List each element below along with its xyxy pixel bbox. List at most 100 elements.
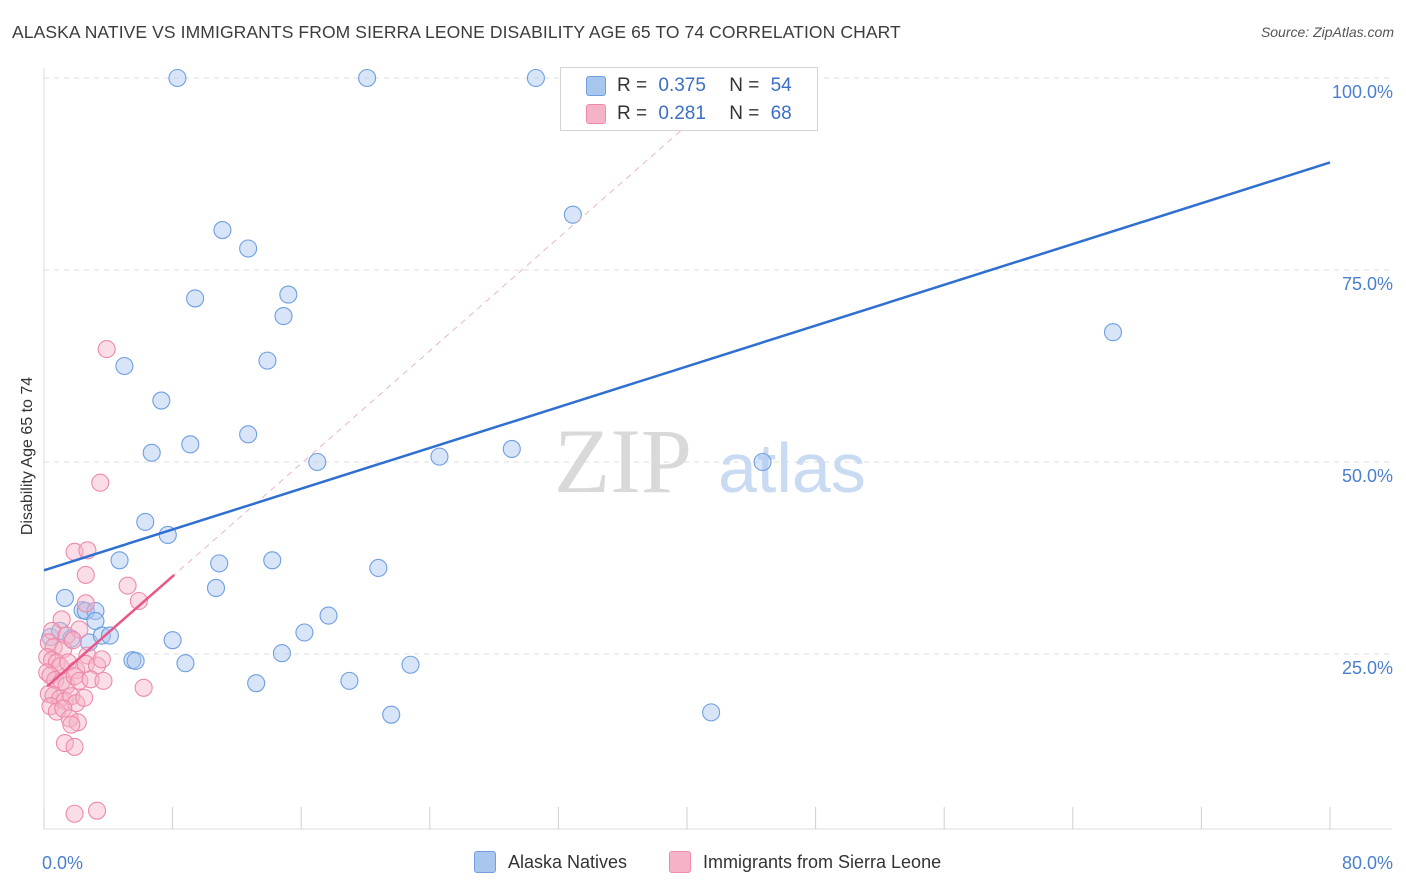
series-legend: Alaska Natives Immigrants from Sierra Le… <box>0 851 1406 877</box>
legend-n-value-pink: 68 <box>770 103 792 124</box>
alaska-natives-trend-line <box>43 161 1331 572</box>
x-axis-ticks <box>43 807 1331 829</box>
alaska-natives-point <box>163 631 182 650</box>
legend-swatch-pink <box>669 851 691 873</box>
alaska-natives-point <box>263 551 282 570</box>
sierra-leone-point <box>65 804 84 823</box>
alaska-natives-point <box>340 671 359 690</box>
legend-item-alaska-natives[interactable]: Alaska Natives <box>474 851 627 873</box>
alaska-natives-point <box>142 443 161 462</box>
alaska-natives-point <box>274 307 293 326</box>
sierra-leone-trend-line <box>46 573 176 688</box>
trend-lines <box>43 124 1331 688</box>
sierra-leone-point <box>54 699 73 718</box>
alaska-natives-point <box>210 554 229 573</box>
alaska-natives-point <box>295 623 314 642</box>
alaska-natives-point <box>136 512 155 531</box>
sierra-leone-point <box>129 591 148 611</box>
legend-swatch-blue <box>474 851 496 873</box>
legend-row-pink: R = 0.281 N = 68 <box>586 100 792 128</box>
legend-r-label: R = <box>617 75 653 96</box>
legend-r-value-blue: 0.375 <box>658 75 706 96</box>
alaska-natives-point <box>86 601 105 621</box>
alaska-natives-point <box>369 558 388 578</box>
alaska-natives-point <box>100 626 119 645</box>
series-alaska-natives <box>41 68 1123 724</box>
series-sierra-leone <box>38 340 153 823</box>
alaska-natives-point <box>1103 323 1123 342</box>
alaska-natives-point <box>319 606 338 625</box>
x-tick-label-max: 80.0% <box>1342 853 1393 873</box>
sierra-leone-point <box>94 671 113 690</box>
alaska-natives-point <box>239 425 258 444</box>
alaska-natives-point <box>76 601 95 621</box>
sierra-leone-point <box>38 648 57 667</box>
sierra-leone-point <box>76 565 95 584</box>
alaska-natives-point <box>258 351 277 370</box>
alaska-natives-point <box>176 654 195 673</box>
sierra-leone-point <box>42 621 62 641</box>
alaska-natives-point <box>213 221 232 240</box>
alaska-natives-point <box>181 435 200 454</box>
correlation-legend: R = 0.375 N = 54 R = 0.281 N = 68 <box>560 67 818 131</box>
sierra-leone-point <box>70 671 89 690</box>
alaska-natives-point <box>382 705 401 724</box>
sierra-leone-point <box>70 620 89 639</box>
alaska-natives-point <box>272 644 291 663</box>
legend-n-value-blue: 54 <box>770 75 792 96</box>
alaska-natives-point <box>526 68 545 88</box>
sierra-leone-point <box>62 715 81 734</box>
legend-r-label: R = <box>617 103 653 124</box>
sierra-leone-point <box>76 594 95 613</box>
alaska-natives-point <box>308 452 327 472</box>
watermark-atlas: atlas <box>718 429 866 507</box>
legend-label-sierra-leone: Immigrants from Sierra Leone <box>703 851 942 872</box>
alaska-natives-point <box>702 703 721 722</box>
alaska-natives-point <box>502 439 521 458</box>
alaska-natives-point <box>563 205 582 224</box>
source-credit: Source: ZipAtlas.com <box>1260 24 1394 40</box>
sierra-leone-point <box>55 734 74 753</box>
y-tick-label: 100.0% <box>1332 82 1393 102</box>
alaska-natives-point <box>247 674 266 693</box>
chart-title: ALASKA NATIVE VS IMMIGRANTS FROM SIERRA … <box>12 22 901 42</box>
sierra-leone-point <box>63 631 82 650</box>
alaska-natives-point <box>279 285 298 304</box>
alaska-natives-point <box>358 68 377 88</box>
sierra-leone-point <box>87 801 107 820</box>
alaska-natives-point <box>55 588 74 607</box>
pink-trend-extension <box>46 124 688 687</box>
alaska-natives-point <box>115 356 134 376</box>
alaska-natives-point <box>126 651 145 670</box>
legend-swatch-pink <box>586 104 606 124</box>
y-tick-label: 50.0% <box>1342 466 1393 486</box>
alaska-natives-point <box>239 239 258 258</box>
alaska-natives-point <box>152 391 171 410</box>
y-tick-label: 75.0% <box>1342 274 1393 294</box>
alaska-natives-point <box>206 578 226 598</box>
alaska-natives-point <box>753 452 772 472</box>
sierra-leone-point <box>134 678 153 697</box>
alaska-natives-point <box>110 551 129 570</box>
sierra-leone-point <box>65 737 84 756</box>
y-tick-label: 25.0% <box>1342 658 1393 678</box>
gridlines <box>43 68 1392 830</box>
alaska-natives-point <box>401 655 420 674</box>
y-tick-labels: 25.0% 50.0% 75.0% 100.0% <box>1332 82 1393 678</box>
legend-item-sierra-leone[interactable]: Immigrants from Sierra Leone <box>669 851 941 873</box>
legend-swatch-blue <box>586 76 606 96</box>
watermark-zip: ZIP <box>554 410 692 512</box>
x-tick-labels: 0.0% 80.0% <box>42 853 1393 873</box>
alaska-natives-point <box>168 68 187 88</box>
legend-n-label: N = <box>729 103 765 124</box>
legend-label-alaska-natives: Alaska Natives <box>508 851 628 872</box>
alaska-natives-point <box>186 289 205 308</box>
sierra-leone-point <box>92 650 111 669</box>
sierra-leone-point <box>118 576 137 595</box>
alaska-natives-point <box>430 447 449 466</box>
sierra-leone-point <box>97 340 116 359</box>
legend-row-blue: R = 0.375 N = 54 <box>586 72 792 100</box>
sierra-leone-point <box>91 473 110 492</box>
legend-n-label: N = <box>729 75 765 96</box>
